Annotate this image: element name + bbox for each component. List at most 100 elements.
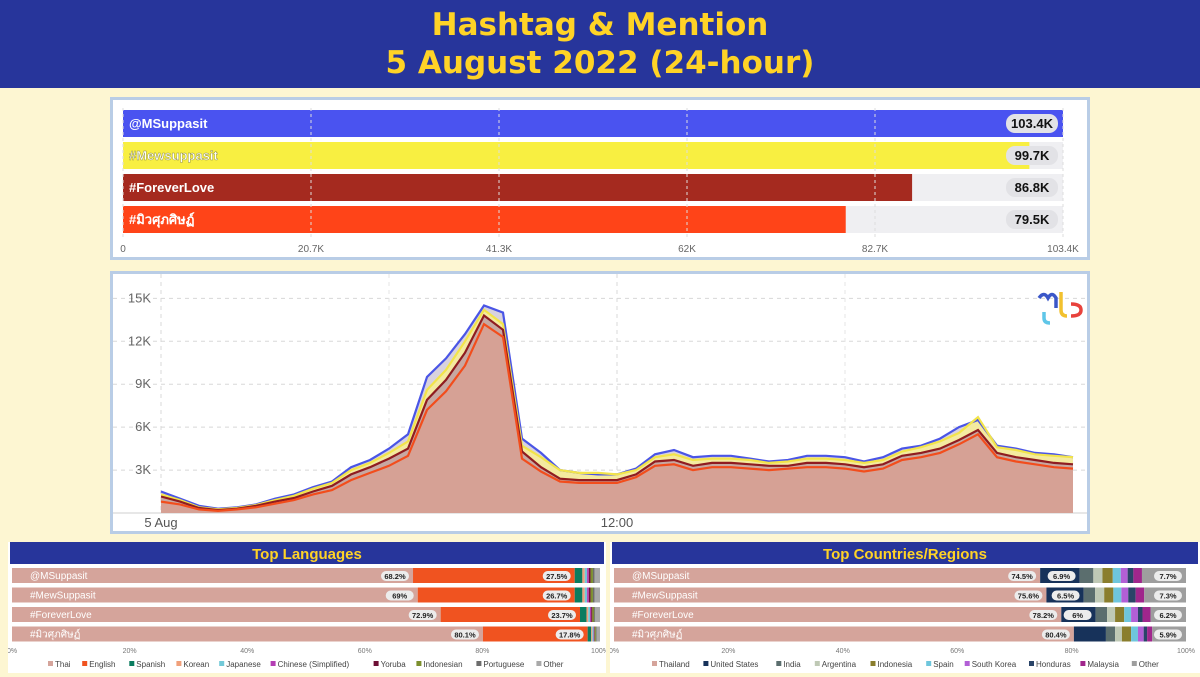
legend-label: Spanish <box>136 660 165 669</box>
stacked-segment <box>595 626 597 642</box>
x-tick-label: 41.3K <box>486 244 512 255</box>
stacked-segment <box>1142 607 1151 622</box>
chart-title: Top Languages <box>252 546 362 563</box>
legend-swatch <box>476 661 482 666</box>
legend-label: Japanese <box>226 660 261 669</box>
x-tick-label: 80% <box>1065 648 1079 655</box>
bar-value-label: 99.7K <box>1015 148 1050 163</box>
stacked-segment <box>1115 626 1122 642</box>
row-label: #MewSuppasit <box>30 591 96 602</box>
bar-category-label: #มิวศุภศิษฏ์ <box>129 212 195 228</box>
legend-label: Malaysia <box>1087 660 1119 669</box>
stacked-segment <box>12 607 441 622</box>
stacked-segment <box>594 607 596 622</box>
x-tick-label: 80% <box>475 648 489 655</box>
stacked-segment <box>413 568 575 583</box>
value-label: 17.8% <box>559 631 581 640</box>
series-line <box>160 322 1074 513</box>
legend-swatch <box>652 661 657 666</box>
value-label: 69% <box>392 592 407 601</box>
stacked-segment <box>1107 607 1116 622</box>
stacked-segment <box>1131 607 1138 622</box>
legend-swatch <box>703 661 709 666</box>
stacked-segment <box>590 607 592 622</box>
value-pill <box>1014 590 1043 601</box>
chart-title-bar <box>612 542 1198 564</box>
stacked-segment <box>1093 568 1103 583</box>
stacked-segment <box>592 587 595 603</box>
row-label: #ForeverLove <box>632 610 694 621</box>
stacked-segment <box>584 568 588 583</box>
stacked-segment <box>594 568 600 583</box>
value-pill <box>555 629 584 640</box>
legend-swatch <box>416 661 422 666</box>
y-tick-label: 3K <box>135 462 151 477</box>
stacked-segment <box>12 587 418 603</box>
value-label: 6.5% <box>1057 592 1074 601</box>
legend-swatch <box>776 661 782 666</box>
chart-title-bar <box>10 542 604 564</box>
value-label: 80.4% <box>1045 631 1067 640</box>
y-tick-label: 6K <box>135 419 151 434</box>
row-label: #ForeverLove <box>30 610 92 621</box>
stacked-segment <box>587 626 592 642</box>
stacked-segment <box>1121 587 1129 603</box>
value-pill <box>1063 610 1092 620</box>
value-label: 5.9% <box>1159 631 1176 640</box>
value-label: 72.9% <box>412 611 434 620</box>
timeline-area-chart: 3K 6K 9K 12K 15K 5 Aug 12:00 <box>113 274 1087 530</box>
stacked-segment <box>1073 626 1106 642</box>
x-tick-label: 40% <box>836 648 850 655</box>
value-label: 6.9% <box>1053 572 1070 581</box>
series-line <box>160 308 1074 511</box>
legend-swatch <box>964 661 970 666</box>
stacked-segment <box>417 587 575 603</box>
value-label-pill <box>1006 146 1058 165</box>
top-languages-chart: Top Languages @MSuppasit 68.2% 27.5% #MewSup… <box>7 542 609 669</box>
legend-swatch <box>814 661 820 666</box>
legend-swatch <box>270 661 276 666</box>
stacked-segment <box>588 607 591 622</box>
bar-value-label: 103.4K <box>1011 116 1054 131</box>
y-tick-label: 9K <box>135 376 151 391</box>
value-pill <box>1154 590 1182 601</box>
series-line <box>160 313 1074 512</box>
series-area <box>161 315 1073 513</box>
x-tick-label: 60% <box>358 648 372 655</box>
stacked-segment <box>1095 587 1105 603</box>
legend-swatch <box>1131 661 1137 666</box>
stacked-segment <box>590 568 593 583</box>
row-label: #มิวศุภศิษฏ์ <box>30 629 80 641</box>
x-tick-label: 0% <box>610 648 619 655</box>
x-tick-label: 20% <box>721 648 735 655</box>
stacked-segment <box>574 587 583 603</box>
stacked-segment <box>593 626 595 642</box>
bar <box>123 110 1063 137</box>
legend-swatch <box>536 661 542 666</box>
value-pill <box>381 571 410 581</box>
value-pill <box>548 610 577 620</box>
value-pill <box>1154 610 1182 620</box>
stacked-segment <box>1104 587 1114 603</box>
stacked-segment <box>591 626 593 642</box>
value-label: 6% <box>1072 611 1083 620</box>
stacked-segment <box>1128 587 1136 603</box>
legend-swatch <box>373 661 379 666</box>
legend-label: Portuguese <box>483 660 524 669</box>
x-tick-label: 20% <box>123 648 137 655</box>
x-tick-label: 103.4K <box>1047 244 1079 255</box>
value-pill <box>542 571 571 581</box>
stacked-segment <box>587 587 589 603</box>
legend-swatch <box>176 661 182 666</box>
legend-swatch <box>129 661 135 666</box>
stacked-segment <box>1121 626 1132 642</box>
bar <box>123 206 846 233</box>
stacked-segment <box>586 607 589 622</box>
x-tick-label: 12:00 <box>601 515 634 530</box>
row-label: @MSuppasit <box>632 571 690 582</box>
stacked-segment <box>1143 626 1148 642</box>
stacked-segment <box>591 607 593 622</box>
stacked-segment <box>588 568 591 583</box>
stacked-segment <box>1131 626 1138 642</box>
stacked-segment <box>584 587 588 603</box>
